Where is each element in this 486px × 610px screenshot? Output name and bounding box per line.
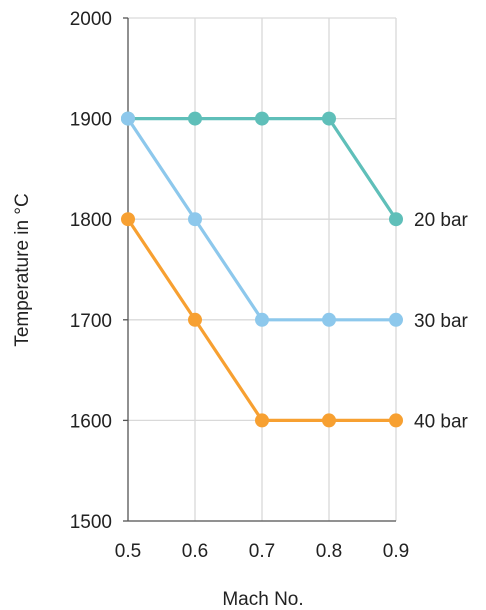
x-tick-label: 0.5 [115,541,141,562]
y-tick-labels: 1500 1600 1700 1800 1900 2000 [70,9,112,533]
x-tick-label: 0.7 [249,541,275,562]
data-point [322,413,336,428]
data-point [255,413,269,428]
data-point [188,111,202,126]
x-axis-label: Mach No. [222,589,303,610]
data-point [255,111,269,126]
data-point [389,413,403,428]
x-tick-labels: 0.5 0.6 0.7 0.8 0.9 [115,541,409,562]
data-point [255,312,269,327]
data-point [389,212,403,227]
y-tick-label: 1800 [70,210,112,231]
data-point [322,111,336,126]
y-tick-label: 1500 [70,512,112,533]
data-point [121,111,135,126]
y-tick-label: 1700 [70,311,112,332]
y-tick-label: 2000 [70,9,112,30]
series-label: 20 bar [414,210,469,231]
x-tick-label: 0.9 [383,541,409,562]
axes [123,17,396,522]
y-axis-label: Temperature in °C [12,193,33,346]
x-tick-label: 0.8 [316,541,342,562]
x-tick-label: 0.6 [182,541,208,562]
data-point [121,212,135,227]
series-labels: 20 bar 30 bar 40 bar [414,210,469,432]
data-point [188,312,202,327]
series-label: 40 bar [414,411,469,432]
data-point [322,312,336,327]
data-point [188,212,202,227]
grid-lines [128,17,397,522]
data-point [389,312,403,327]
y-tick-label: 1900 [70,110,112,131]
y-tick-label: 1600 [70,411,112,432]
series-lines [121,111,403,428]
series-label: 30 bar [414,311,469,332]
